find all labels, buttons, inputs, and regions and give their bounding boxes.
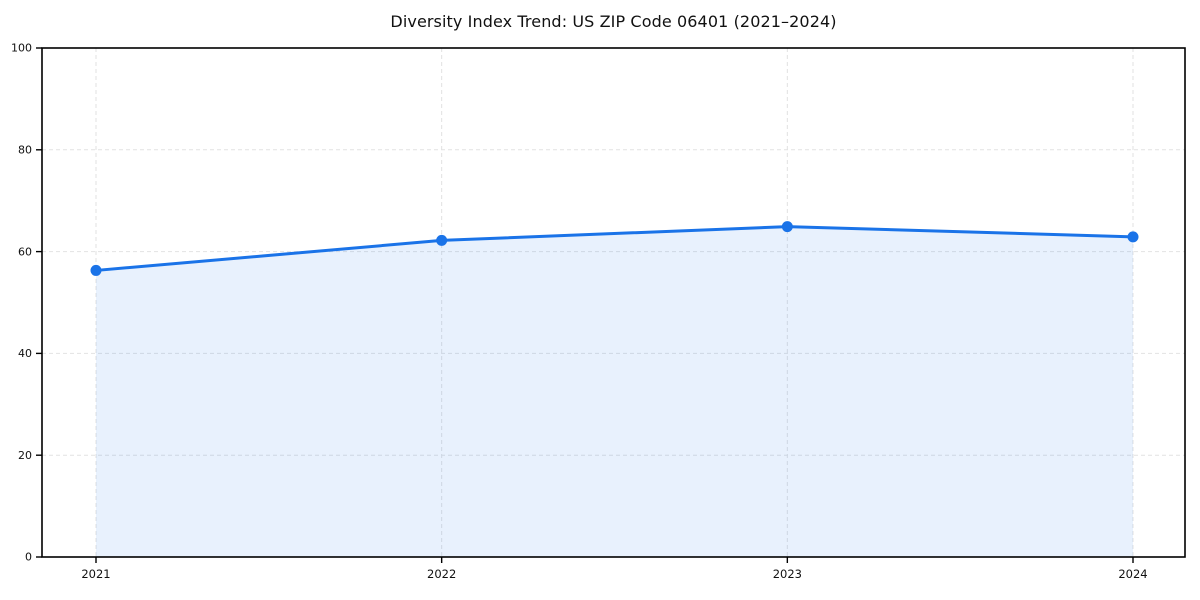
data-point-marker <box>1127 231 1139 243</box>
series-line <box>94 225 1135 272</box>
x-axis-tick-label: 2021 <box>81 567 110 581</box>
chart-title: Diversity Index Trend: US ZIP Code 06401… <box>390 12 837 31</box>
y-axis-tick-label: 0 <box>25 551 32 564</box>
y-axis-tick-label: 100 <box>11 42 32 55</box>
plot-border <box>41 47 1186 558</box>
x-axis-tick-label: 2024 <box>1118 567 1147 581</box>
x-axis-tick-label: 2023 <box>773 567 802 581</box>
y-axis-tick-label: 40 <box>18 347 32 360</box>
series-area-fill <box>96 226 1133 557</box>
data-point-marker <box>436 234 448 246</box>
y-axis-tick-label: 20 <box>18 449 32 462</box>
x-axis-tick-label: 2022 <box>427 567 456 581</box>
data-point-marker <box>781 221 793 233</box>
y-axis-tick-label: 60 <box>18 245 32 258</box>
data-point-marker <box>90 264 102 276</box>
y-axis-tick-label: 80 <box>18 144 32 157</box>
